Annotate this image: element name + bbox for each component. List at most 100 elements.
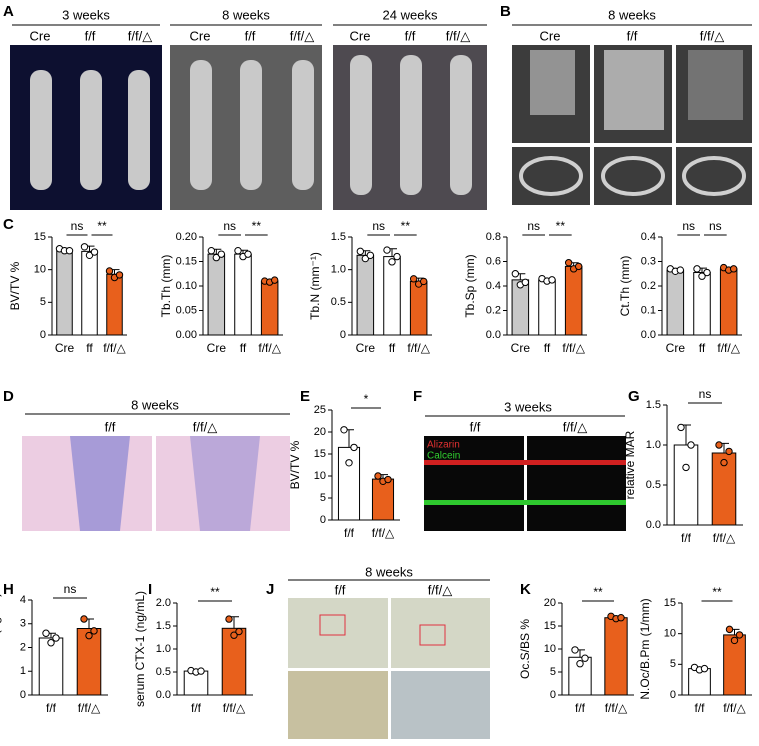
- lane-label: f/f: [245, 28, 256, 43]
- trabecula: [604, 50, 664, 130]
- y-tick-label: 20: [314, 426, 326, 438]
- data-point: [345, 459, 353, 467]
- bar: [56, 249, 73, 336]
- data-point: [693, 265, 701, 273]
- y-tick-label: 0.00: [176, 329, 197, 341]
- x-tick-label: Cre: [207, 341, 227, 355]
- panel-label: D: [3, 388, 14, 405]
- group-title: 3 weeks: [62, 7, 110, 22]
- data-point: [715, 441, 723, 449]
- data-point: [419, 277, 428, 286]
- data-point: [270, 276, 279, 284]
- data-point: [85, 631, 93, 640]
- y-axis-label: serum PINP (ng/mL): [0, 593, 2, 702]
- lane-label: Cre: [30, 28, 51, 43]
- panel-a: 3 weeks Cre f/f f/f/△ 8 weeks Cre f/f f/…: [10, 7, 487, 210]
- y-tick-label: 5: [320, 492, 326, 504]
- lane-label: f/f/△: [446, 28, 470, 43]
- data-point: [230, 631, 238, 639]
- y-tick-label: 3: [20, 618, 26, 630]
- image: [424, 436, 524, 531]
- y-tick-label: 0.2: [641, 280, 656, 292]
- y-tick-label: 5: [550, 666, 556, 678]
- x-tick-label: f/f/△: [223, 701, 246, 715]
- y-axis-label: N.Oc/B.Pm (1/mm): [638, 598, 652, 699]
- bar: [234, 253, 252, 336]
- bar: [38, 637, 64, 696]
- data-point: [42, 629, 50, 637]
- group-title: 8 weeks: [222, 7, 270, 22]
- data-point: [576, 660, 584, 668]
- y-tick-label: 0.5: [331, 296, 346, 308]
- panel-label: C: [3, 216, 14, 233]
- y-tick-label: 1.0: [646, 439, 661, 451]
- bar: [409, 280, 428, 336]
- y-tick-label: 0.4: [486, 280, 501, 292]
- lane-label: f/f/△: [290, 28, 314, 43]
- bar: [604, 617, 628, 696]
- stain-label: Alizarin: [427, 440, 460, 451]
- panel-f: 3 weeks f/f f/f/△ Alizarin Calcein: [424, 399, 626, 531]
- y-tick-label: 0: [340, 329, 346, 341]
- y-tick-label: 0.6: [486, 255, 501, 267]
- x-tick-label: f/f: [694, 701, 705, 715]
- data-point: [511, 270, 520, 278]
- stain: [70, 436, 130, 531]
- y-axis-label: relative MAR: [623, 430, 637, 499]
- y-axis-label: Tb.Sp (mm): [463, 254, 477, 317]
- data-point: [217, 250, 226, 258]
- data-point: [388, 258, 396, 266]
- significance-label: **: [401, 219, 411, 233]
- data-point: [47, 639, 55, 647]
- panel-label: J: [266, 581, 274, 598]
- y-tick-label: 0.10: [176, 280, 197, 292]
- bar: [371, 478, 395, 521]
- x-tick-label: f/f/△: [717, 341, 740, 355]
- data-point: [105, 267, 114, 275]
- image: [512, 147, 590, 205]
- panel-j: 8 weeks f/f f/f/△: [288, 564, 490, 739]
- data-point: [90, 627, 98, 635]
- bar: [666, 269, 685, 336]
- lane-label: f/f: [470, 419, 481, 434]
- bar: [356, 254, 375, 336]
- x-tick-label: ff: [699, 341, 706, 355]
- data-point: [571, 646, 579, 654]
- y-axis-label: Ct.Th (mm): [618, 256, 632, 317]
- x-tick-label: Cre: [55, 341, 75, 355]
- significance-label: ns: [527, 219, 540, 233]
- significance-label: ns: [709, 219, 722, 233]
- data-point: [80, 615, 88, 623]
- y-tick-label: 2.0: [156, 597, 171, 609]
- data-point: [617, 614, 625, 622]
- significance-label: **: [97, 219, 107, 233]
- panel-label: I: [148, 581, 152, 598]
- data-point: [703, 268, 711, 277]
- panel-b: 8 weeks Cre f/f f/f/△: [512, 7, 752, 205]
- group-title: 24 weeks: [383, 7, 438, 22]
- y-tick-label: 1.0: [156, 643, 171, 655]
- y-axis-label: BV/TV %: [288, 440, 302, 489]
- data-point: [80, 243, 89, 251]
- x-tick-label: f/f/△: [103, 341, 126, 355]
- y-tick-label: 1: [20, 665, 26, 677]
- x-tick-label: f/f: [191, 701, 202, 715]
- y-axis-label: BV/TV %: [8, 261, 22, 310]
- x-tick-label: f/f: [681, 531, 692, 545]
- x-tick-label: f/f/△: [723, 701, 746, 715]
- image: [527, 436, 626, 531]
- bar: [564, 265, 583, 336]
- y-tick-label: 15: [664, 597, 676, 609]
- x-tick-label: Cre: [356, 341, 376, 355]
- y-tick-label: 0.5: [646, 479, 661, 491]
- y-tick-label: 1.5: [646, 399, 661, 411]
- data-point: [340, 426, 348, 434]
- lane-label: f/f: [105, 419, 116, 434]
- y-tick-label: 0.3: [641, 255, 656, 267]
- significance-label: ns: [682, 219, 695, 233]
- data-point: [374, 472, 382, 480]
- significance-label: *: [364, 392, 369, 406]
- data-point: [521, 278, 530, 287]
- data-point: [682, 463, 690, 472]
- data-point: [366, 251, 375, 259]
